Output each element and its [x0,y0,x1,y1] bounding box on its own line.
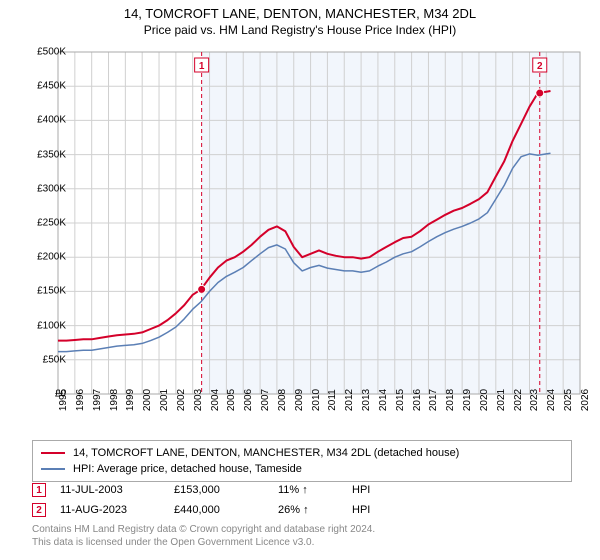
x-tick-label: 2005 [226,389,237,411]
legend-item-price: 14, TOMCROFT LANE, DENTON, MANCHESTER, M… [41,445,563,461]
title-block: 14, TOMCROFT LANE, DENTON, MANCHESTER, M… [0,0,600,37]
x-tick-label: 2002 [176,389,187,411]
legend-label: HPI: Average price, detached house, Tame… [73,463,302,475]
x-tick-label: 2017 [428,389,439,411]
x-tick-label: 2018 [445,389,456,411]
x-tick-label: 2023 [529,389,540,411]
transaction-pct: 11% ↑ [278,484,338,496]
legend-label: 14, TOMCROFT LANE, DENTON, MANCHESTER, M… [73,447,459,459]
x-tick-label: 2003 [193,389,204,411]
x-tick-label: 2009 [294,389,305,411]
x-tick-label: 1996 [75,389,86,411]
transaction-row: 2 11-AUG-2023 £440,000 26% ↑ HPI [32,500,572,520]
legend: 14, TOMCROFT LANE, DENTON, MANCHESTER, M… [32,440,572,482]
transaction-row: 1 11-JUL-2003 £153,000 11% ↑ HPI [32,480,572,500]
y-tick-label: £350K [16,149,66,160]
footer-attribution: Contains HM Land Registry data © Crown c… [32,524,375,549]
x-tick-label: 1999 [125,389,136,411]
transaction-pct: 26% ↑ [278,504,338,516]
x-tick-label: 2020 [479,389,490,411]
y-tick-label: £50K [16,354,66,365]
transaction-hpi-label: HPI [352,484,392,496]
x-tick-label: 2011 [327,389,338,411]
transaction-price: £153,000 [174,484,264,496]
x-tick-label: 2013 [361,389,372,411]
transaction-date: 11-JUL-2003 [60,484,160,496]
legend-swatch [41,452,65,454]
chart-svg: 12 [54,48,584,398]
x-tick-label: 2008 [277,389,288,411]
y-tick-label: £400K [16,115,66,126]
x-tick-label: 2010 [311,389,322,411]
x-tick-label: 2001 [159,389,170,411]
transaction-date: 11-AUG-2023 [60,504,160,516]
svg-text:1: 1 [199,61,205,72]
x-tick-label: 2021 [496,389,507,411]
y-tick-label: £300K [16,183,66,194]
x-tick-label: 2007 [260,389,271,411]
x-tick-label: 2024 [546,389,557,411]
y-tick-label: £450K [16,81,66,92]
x-tick-label: 2016 [412,389,423,411]
transaction-marker-icon: 2 [32,503,46,517]
y-tick-label: £150K [16,286,66,297]
legend-item-hpi: HPI: Average price, detached house, Tame… [41,461,563,477]
x-tick-label: 1995 [58,389,69,411]
x-tick-label: 2022 [513,389,524,411]
x-tick-label: 1997 [92,389,103,411]
y-tick-label: £100K [16,320,66,331]
transaction-table: 1 11-JUL-2003 £153,000 11% ↑ HPI 2 11-AU… [32,480,572,520]
x-tick-label: 2000 [142,389,153,411]
x-tick-label: 2006 [243,389,254,411]
x-tick-label: 2012 [344,389,355,411]
chart-subtitle: Price paid vs. HM Land Registry's House … [0,23,600,37]
transaction-marker-icon: 1 [32,483,46,497]
y-tick-label: £500K [16,47,66,58]
plot-area: 12 [54,48,584,398]
x-tick-label: 2019 [462,389,473,411]
legend-swatch [41,468,65,470]
x-tick-label: 2026 [580,389,591,411]
x-tick-label: 2004 [210,389,221,411]
x-tick-label: 2025 [563,389,574,411]
chart-container: 14, TOMCROFT LANE, DENTON, MANCHESTER, M… [0,0,600,560]
transaction-hpi-label: HPI [352,504,392,516]
transaction-price: £440,000 [174,504,264,516]
x-tick-label: 1998 [109,389,120,411]
y-tick-label: £250K [16,218,66,229]
chart-title: 14, TOMCROFT LANE, DENTON, MANCHESTER, M… [0,6,600,21]
x-tick-label: 2014 [378,389,389,411]
svg-text:2: 2 [537,61,543,72]
y-tick-label: £200K [16,252,66,263]
x-tick-label: 2015 [395,389,406,411]
